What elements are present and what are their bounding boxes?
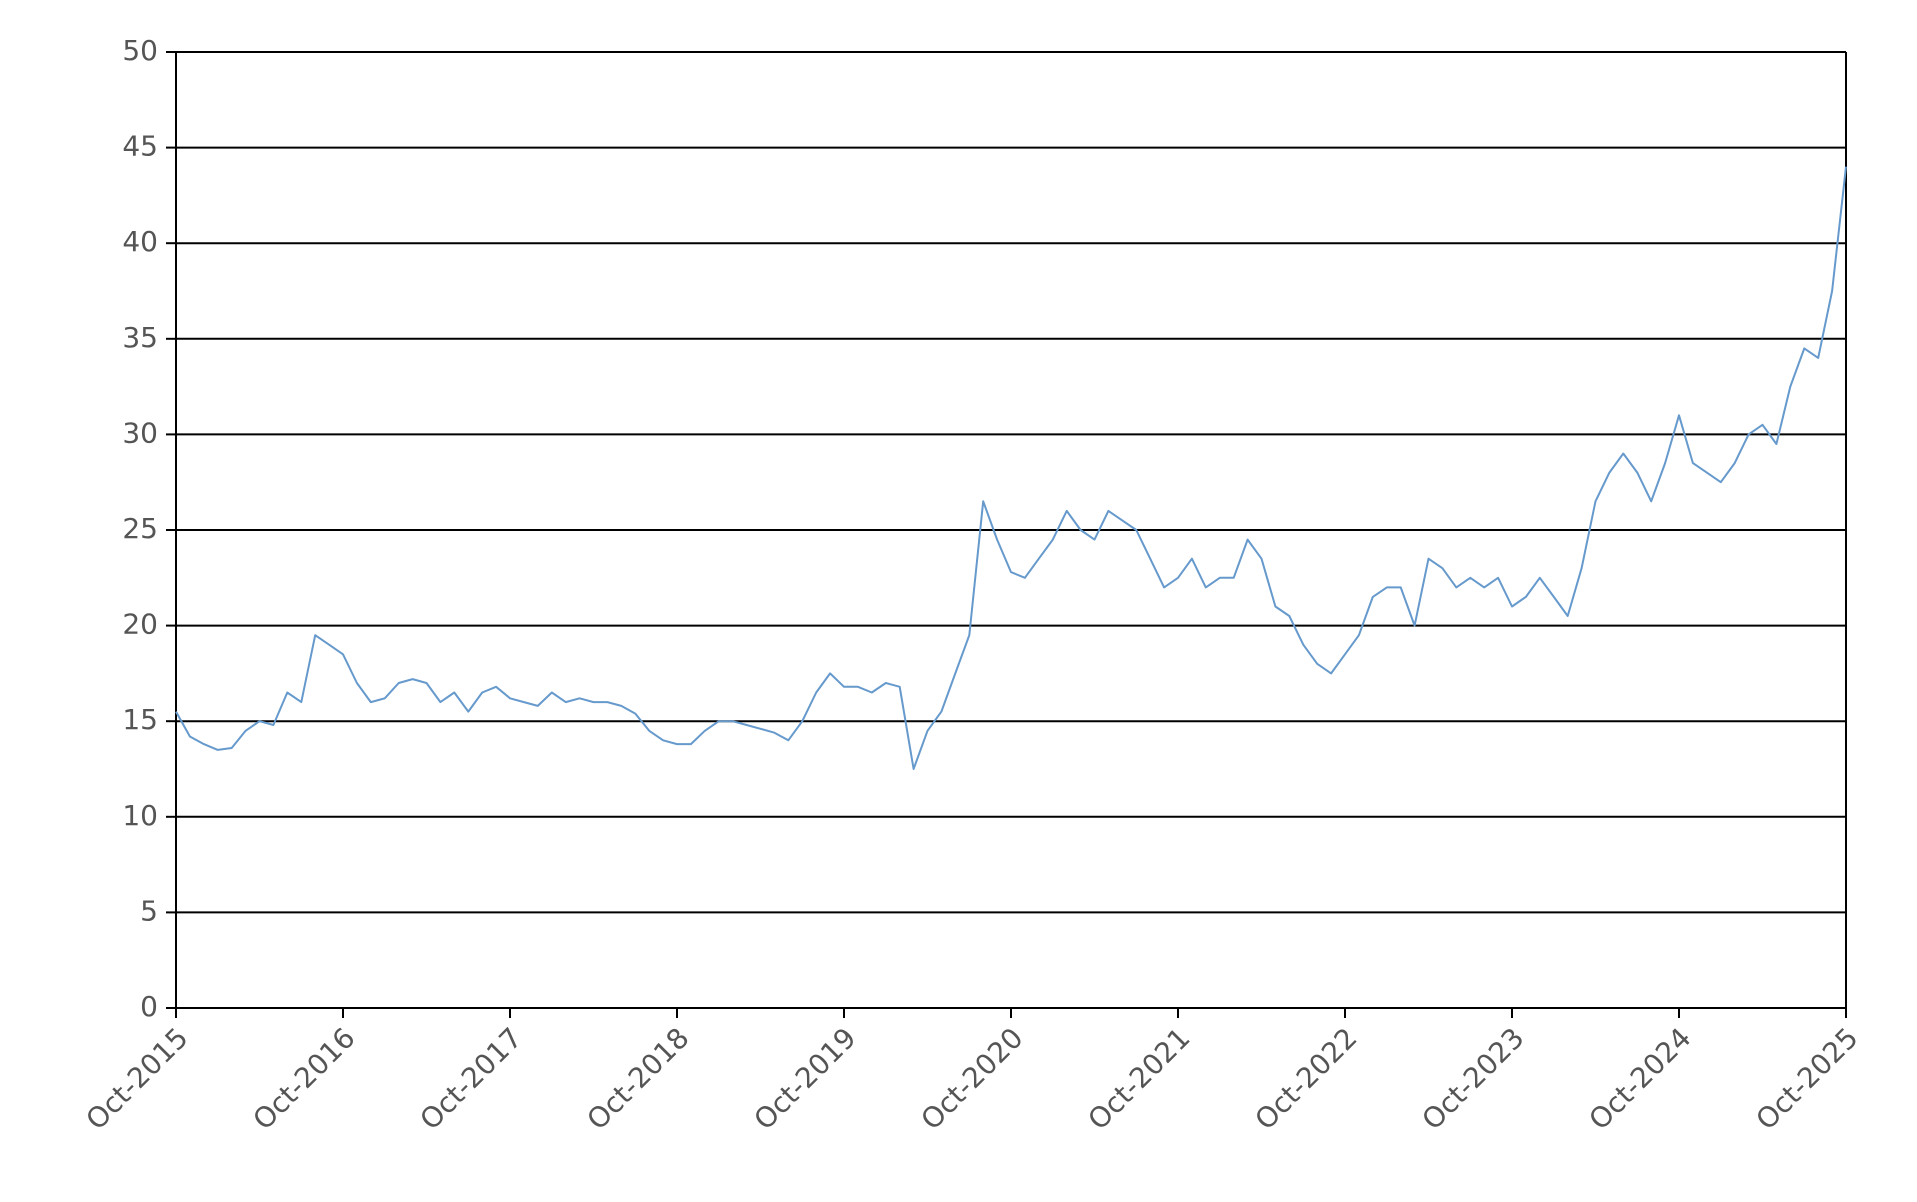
y-tick-label: 30 <box>122 416 158 449</box>
x-tick-label: Oct-2018 <box>581 1021 696 1136</box>
y-tick-label: 10 <box>122 799 158 832</box>
x-tick-label: Oct-2021 <box>1082 1021 1197 1136</box>
x-tick-label: Oct-2025 <box>1750 1021 1865 1136</box>
y-tick-label: 5 <box>140 894 158 927</box>
y-tick-label: 45 <box>122 130 158 163</box>
y-tick-label: 25 <box>122 512 158 545</box>
x-tick-label: Oct-2016 <box>247 1021 362 1136</box>
y-tick-label: 35 <box>122 321 158 354</box>
y-tick-label: 40 <box>122 225 158 258</box>
x-tick-label: Oct-2015 <box>80 1021 195 1136</box>
y-tick-label: 20 <box>122 608 158 641</box>
y-tick-label: 0 <box>140 990 158 1023</box>
x-tick-label: Oct-2017 <box>414 1021 529 1136</box>
x-tick-label: Oct-2022 <box>1249 1021 1364 1136</box>
x-tick-label: Oct-2024 <box>1583 1021 1698 1136</box>
y-tick-label: 15 <box>122 703 158 736</box>
x-tick-label: Oct-2020 <box>915 1021 1030 1136</box>
y-tick-label: 50 <box>122 34 158 67</box>
x-tick-label: Oct-2023 <box>1416 1021 1531 1136</box>
x-tick-label: Oct-2019 <box>748 1021 863 1136</box>
price-line <box>175 166 1847 770</box>
